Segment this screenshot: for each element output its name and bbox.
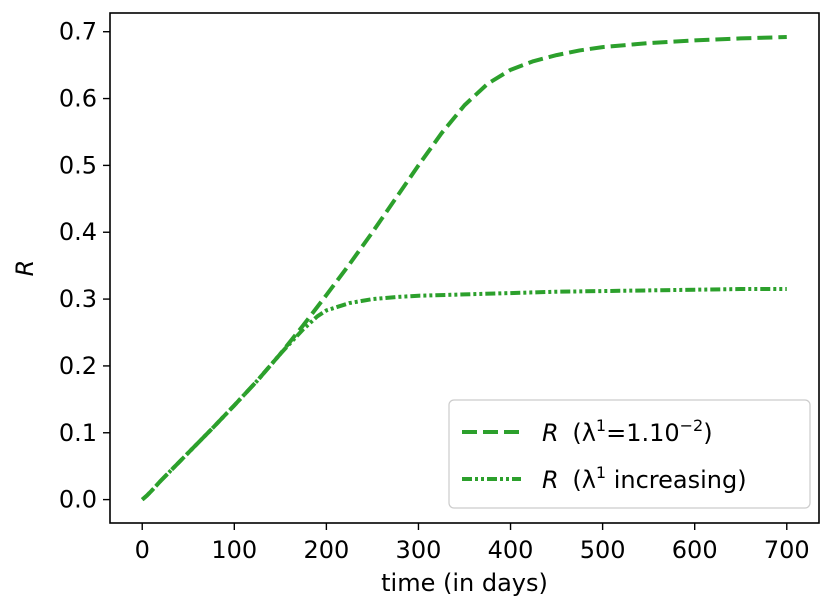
legend: R (λ1=1.10−2) R (λ1 increasing)	[448, 399, 811, 509]
x-tick-label: 500	[580, 536, 626, 564]
y-tick-label: 0.3	[59, 285, 97, 313]
x-tick-label: 200	[303, 536, 349, 564]
legend-entry-series-1: R (λ1=1.10−2)	[542, 416, 713, 447]
y-tick-label: 0.6	[59, 85, 97, 113]
y-tick-label: 0.1	[59, 419, 97, 447]
y-tick-label: 0.5	[59, 151, 97, 179]
x-tick-label: 0	[135, 536, 150, 564]
x-tick-label: 400	[488, 536, 534, 564]
y-tick-label: 0.2	[59, 352, 97, 380]
legend-entry-series-2: R (λ1 increasing)	[542, 463, 747, 494]
y-tick-label: 0.0	[59, 486, 97, 514]
x-tick-label: 600	[672, 536, 718, 564]
x-axis-label: time (in days)	[381, 569, 548, 597]
y-axis-label: R	[11, 260, 39, 277]
ticks-layer: 0 100 200 300 400 500 600 700 0.0 0.1 0.2 0.3 0.4 0.5…	[59, 18, 810, 564]
x-tick-label: 300	[396, 536, 442, 564]
series-line-2	[140, 287, 787, 502]
x-tick-label: 700	[764, 536, 810, 564]
y-tick-label: 0.7	[59, 18, 97, 46]
plot-frame	[109, 12, 820, 524]
series-layer	[140, 35, 787, 502]
legend-box	[448, 399, 811, 509]
y-tick-label: 0.4	[59, 218, 97, 246]
x-tick-label: 100	[211, 536, 257, 564]
